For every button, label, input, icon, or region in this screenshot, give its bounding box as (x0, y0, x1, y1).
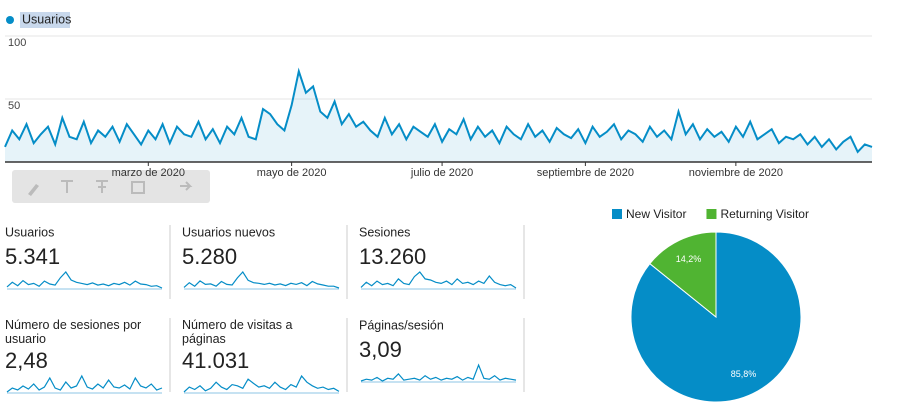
metric-label-line: usuario (5, 332, 46, 346)
metric-value: 41.031 (182, 348, 249, 373)
share-icon[interactable] (180, 181, 193, 191)
metric-cards: Usuarios 5.341 Usuarios nuevos 5.280 Sesione… (5, 225, 525, 394)
metric-label: Usuarios (5, 225, 54, 239)
y-tick-label: 100 (8, 37, 26, 49)
metric-value: 5.280 (182, 244, 237, 269)
metric-value: 2,48 (5, 348, 48, 373)
metric-value: 3,09 (359, 337, 402, 362)
sparkline (360, 363, 517, 382)
sparkline (6, 271, 163, 289)
line (4, 67, 873, 154)
shape-icon[interactable] (131, 181, 145, 194)
sparkline (360, 271, 517, 289)
x-tick-label: julio de 2020 (410, 167, 473, 179)
metric-label-line: páginas (182, 332, 226, 346)
legend-dot (6, 16, 14, 24)
sparkline (183, 271, 340, 289)
area (5, 71, 872, 162)
annotation-toolbar (12, 170, 210, 203)
text-icon[interactable] (61, 180, 73, 193)
metric-label: Usuarios nuevos (182, 225, 275, 239)
y-tick-label: 50 (8, 100, 20, 112)
strike-icon[interactable] (96, 180, 108, 193)
metric-label: Número de visitas a páginas (182, 318, 293, 346)
metric-label: Sesiones (359, 225, 410, 239)
metric-value: 5.341 (5, 244, 60, 269)
slice-label: 14,2% (676, 254, 702, 264)
legend-label: Usuarios (22, 12, 71, 26)
metric-label: Número de sesiones por usuario (5, 318, 141, 346)
legend-swatch (706, 209, 717, 219)
metric-value: 13.260 (359, 244, 426, 269)
metric-label-line: Número de sesiones por (5, 318, 141, 332)
sparkline (183, 374, 340, 393)
legend-label: New Visitor (626, 207, 686, 221)
pie-slice (649, 231, 717, 319)
selection (20, 12, 70, 28)
metric-label: Páginas/sesión (359, 318, 444, 332)
x-tick-label: septiembre de 2020 (537, 167, 634, 179)
x-tick-label: mayo de 2020 (257, 167, 327, 179)
metric-label-line: Número de visitas a (182, 318, 293, 332)
slice-label: 85,8% (731, 369, 757, 379)
pen-icon[interactable] (28, 184, 39, 196)
x-tick-label: noviembre de 2020 (689, 167, 783, 179)
sparkline (6, 374, 163, 393)
x-tick-label: marzo de 2020 (112, 167, 185, 179)
legend-label: Returning Visitor (720, 207, 809, 221)
legend-swatch (612, 209, 622, 219)
toolbar-bg (12, 170, 210, 203)
